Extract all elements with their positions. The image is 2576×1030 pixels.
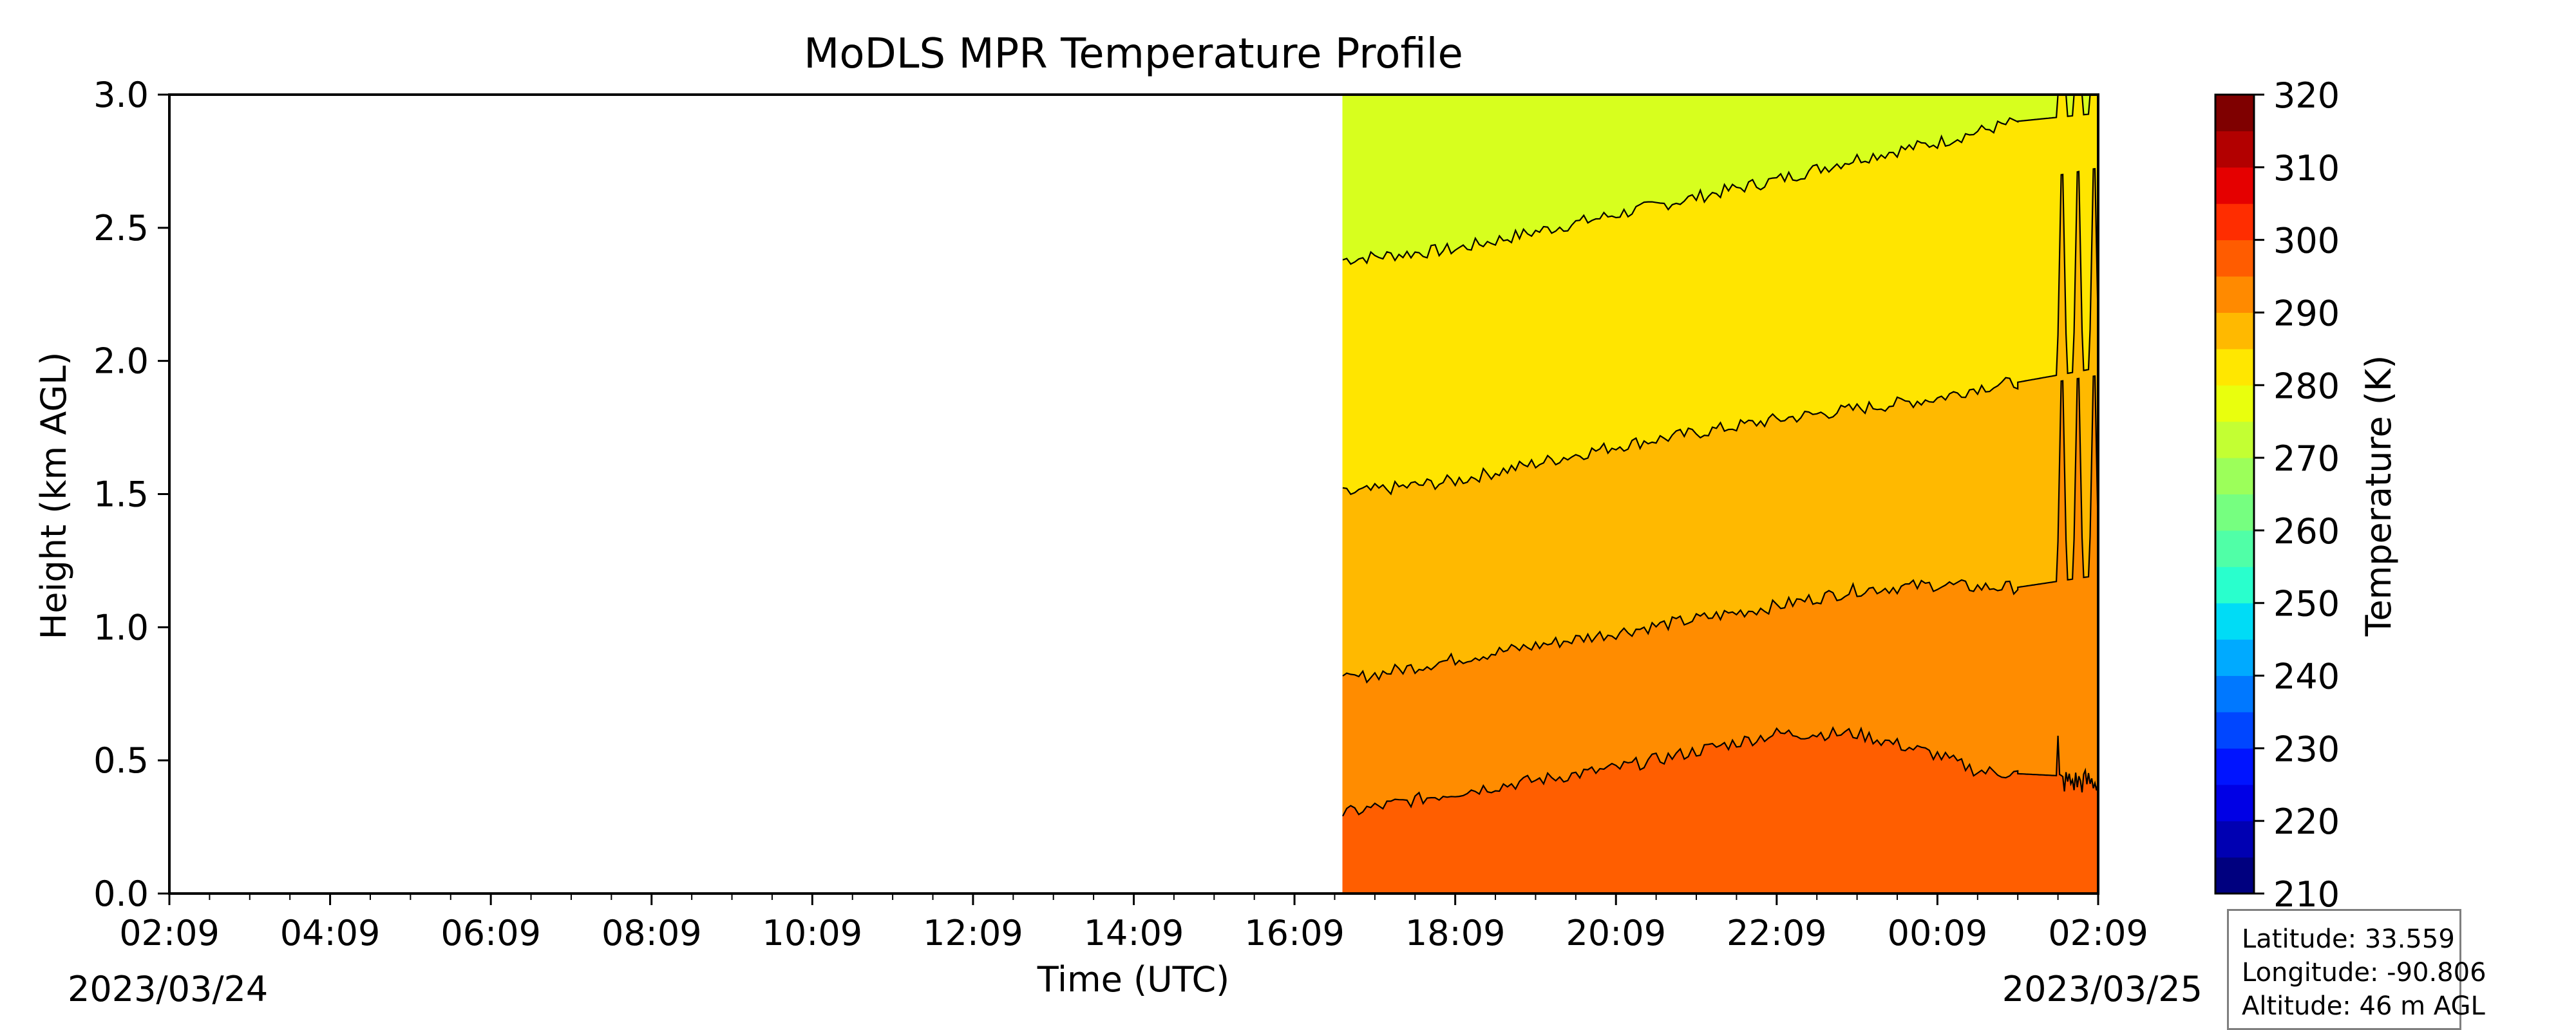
station-info-box: Latitude: 33.559 Longitude: -90.806 Alti…: [2227, 909, 2486, 1030]
x-tick-label: 02:09: [119, 913, 220, 953]
colorbar-tick-label: 300: [2273, 221, 2340, 261]
colorbar-label: Temperature (K): [2358, 355, 2399, 637]
colorbar-segment: [2215, 458, 2254, 494]
y-tick-label: 1.0: [93, 607, 149, 648]
colorbar-segment: [2215, 421, 2254, 458]
colorbar-segment: [2215, 276, 2254, 313]
latitude-text: Latitude: 33.559: [2242, 924, 2455, 954]
x-tick-label: 16:09: [1244, 913, 1345, 953]
colorbar-tick-label: 230: [2273, 729, 2340, 769]
colorbar-tick-label: 220: [2273, 801, 2340, 842]
isotherm-280: [1342, 93, 2098, 265]
colorbar-tick-label: 280: [2273, 366, 2340, 406]
colorbar-tick-label: 320: [2273, 75, 2340, 116]
x-axis-start-date: 2023/03/24: [68, 969, 268, 1009]
x-tick-label: 06:09: [440, 913, 541, 953]
colorbar-segment: [2215, 95, 2254, 131]
colorbar-segment: [2215, 821, 2254, 858]
y-tick-label: 0.5: [93, 740, 149, 781]
colorbar-segment: [2215, 566, 2254, 604]
isotherm-285: [1342, 167, 2099, 496]
colorbar-tick-label: 240: [2273, 657, 2340, 697]
x-tick-label: 02:09: [2048, 913, 2148, 953]
isotherm-295: [1342, 726, 2099, 817]
colorbar-segment: [2215, 784, 2254, 821]
x-tick-label: 10:09: [762, 913, 863, 953]
colorbar-segment: [2215, 530, 2254, 567]
colorbar-segment: [2215, 675, 2254, 713]
colorbar-segment: [2215, 239, 2254, 277]
colorbar-tick-label: 270: [2273, 438, 2340, 479]
y-axis-label: Height (km AGL): [33, 352, 74, 640]
colorbar-segment: [2215, 348, 2254, 386]
x-tick-label: 20:09: [1566, 913, 1666, 953]
colorbar-tick-label: 210: [2273, 874, 2340, 915]
x-tick-label: 04:09: [280, 913, 381, 953]
y-tick-label: 0.0: [93, 874, 149, 914]
colorbar-segment: [2215, 167, 2254, 204]
altitude-text: Altitude: 46 m AGL: [2242, 991, 2485, 1021]
x-axis-label: Time (UTC): [1037, 959, 1230, 1000]
colorbar-segment: [2215, 603, 2254, 640]
colorbar-segment: [2215, 711, 2254, 749]
colorbar-tick-label: 290: [2273, 293, 2340, 333]
x-tick-label: 14:09: [1084, 913, 1184, 953]
colorbar-segment: [2215, 131, 2254, 168]
colorbar-segment: [2215, 385, 2254, 422]
plot-area: [168, 93, 2099, 895]
colorbar-tick-label: 250: [2273, 584, 2340, 624]
x-tick-label: 00:09: [1888, 913, 1988, 953]
y-tick-label: 2.5: [93, 208, 149, 248]
longitude-text: Longitude: -90.806: [2242, 958, 2486, 988]
colorbar-segment: [2215, 857, 2254, 894]
x-tick-label: 08:09: [601, 913, 702, 953]
colorbar-tick-label: 310: [2273, 148, 2340, 189]
colorbar-segment: [2215, 494, 2254, 531]
colorbar-segment: [2215, 312, 2254, 350]
colorbar-segment: [2215, 639, 2254, 677]
colorbar-segment: [2215, 203, 2254, 241]
x-tick-label: 12:09: [923, 913, 1023, 953]
colorbar: 210 220 230 240 250 260 270 280 290 300 310 320: [2214, 75, 2340, 915]
x-axis: 02:09 04:09 06:09 08:09 10:09 12:09 14:09 16:09…: [119, 894, 2148, 953]
x-tick-label: 22:09: [1727, 913, 1827, 953]
chart-title: MoDLS MPR Temperature Profile: [804, 30, 1463, 78]
colorbar-tick-label: 260: [2273, 511, 2340, 552]
colorbar-frame: [2214, 93, 2255, 895]
y-tick-label: 1.5: [93, 474, 149, 515]
x-tick-label: 18:09: [1405, 913, 1506, 953]
y-tick-label: 2.0: [93, 341, 149, 382]
isotherm-290: [1342, 375, 2099, 684]
y-tick-label: 3.0: [93, 75, 149, 115]
y-axis: 0.0 0.5 1.0 1.5 2.0 2.5 3.0: [93, 75, 169, 914]
colorbar-segment: [2215, 748, 2254, 785]
x-axis-end-date: 2023/03/25: [2002, 969, 2202, 1009]
